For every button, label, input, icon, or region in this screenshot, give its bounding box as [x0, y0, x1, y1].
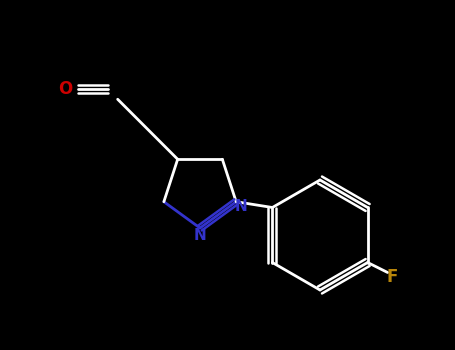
- Text: N: N: [194, 229, 207, 244]
- Text: F: F: [387, 268, 398, 287]
- Text: N: N: [235, 199, 248, 214]
- Text: O: O: [59, 80, 73, 98]
